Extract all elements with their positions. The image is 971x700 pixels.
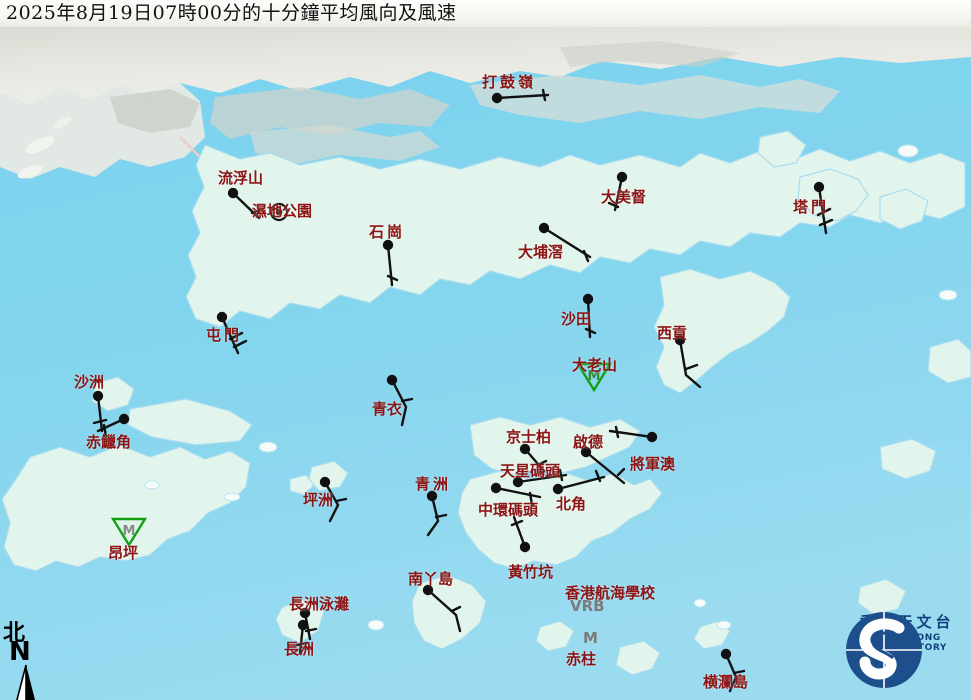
- maintenance-marker-ngong-ping: M: [110, 517, 148, 548]
- station-dot: [720, 648, 732, 660]
- station-dot: [519, 541, 531, 553]
- map-canvas: M M 打鼓嶺 流浮山 濕地公園 石崗 大美督 塔門 大埔滘 屯門 沙田 西貢 …: [0, 27, 971, 700]
- station-dot: [382, 239, 394, 251]
- wind-barb-wong-chuk-hang: [510, 515, 527, 549]
- wind-barbs: [92, 88, 834, 693]
- station-label-sha-chau: 沙洲: [74, 373, 105, 391]
- station-dot: [490, 482, 502, 494]
- wind-barb-kai-tak: [584, 450, 626, 485]
- small-islets: [144, 144, 958, 631]
- title-bar: 2025年8月19日07時00分的十分鐘平均風向及風速: [0, 0, 971, 27]
- station-label-north-point: 北角: [556, 495, 587, 513]
- station-dot: [552, 483, 564, 495]
- wind-barb-tseung-kwan-o: [608, 425, 654, 439]
- station-dot: [580, 446, 592, 458]
- station-label-peng-chau: 坪洲: [303, 491, 334, 509]
- station-dot: [538, 222, 550, 234]
- station-label-tai-po-kau: 大埔滘: [518, 243, 564, 261]
- wind-barb-central-pier: [494, 486, 542, 507]
- station-label-chek-lap-kok: 赤鱲角: [86, 433, 132, 451]
- station-label-central-pier: 中環碼頭: [478, 501, 539, 519]
- calm-symbol-wetland-park: [269, 202, 289, 222]
- mainland-china-landmass: [0, 27, 971, 188]
- compass-needle-icon: [16, 664, 36, 700]
- station-dot: [216, 311, 228, 323]
- wind-barb-waglan-island: [724, 652, 746, 693]
- station-dot: [491, 92, 503, 104]
- status-mark-variable-wind: VRB: [570, 597, 605, 615]
- station-dot: [92, 390, 104, 402]
- station-label-lau-fau-shan: 流浮山: [218, 169, 264, 187]
- station-label-kings-park: 京士柏: [506, 428, 552, 446]
- wind-barb-tap-mun: [816, 185, 834, 235]
- station-label-tseung-kwan-o: 將軍澳: [630, 455, 676, 473]
- station-label-tsing-yi: 青衣: [372, 400, 403, 418]
- station-dot: [813, 181, 825, 193]
- station-label-ngong-ping: 昂坪: [108, 544, 139, 562]
- hko-emblem-icon: [846, 612, 922, 688]
- svg-text:M: M: [588, 369, 601, 384]
- station-dot: [582, 293, 594, 305]
- station-label-waglan-island: 横瀾島: [703, 673, 749, 691]
- station-label-tai-mei-tuk: 大美督: [601, 188, 647, 206]
- wind-barb-peng-chau: [323, 480, 348, 523]
- wind-barb-tuen-mun: [220, 315, 248, 355]
- wind-barb-tai-po-kau: [542, 226, 592, 263]
- station-dot: [616, 171, 628, 183]
- station-label-hk-sea-school: 香港航海學校: [565, 584, 656, 602]
- wind-barb-sha-tin: [584, 297, 597, 339]
- station-dot: [512, 476, 524, 488]
- wind-barb-sai-kung: [678, 338, 702, 389]
- wind-barb-tai-mei-tuk: [607, 175, 624, 212]
- station-label-cheung-chau: 長洲: [284, 640, 315, 658]
- station-dots: [92, 92, 825, 660]
- compass-rose: 北 N: [2, 615, 60, 700]
- wind-barb-ta-kwu-ling: [495, 88, 550, 102]
- station-label-tates-cairn: 大老山: [572, 356, 618, 374]
- station-dot: [646, 431, 658, 443]
- compass-label-en: N: [9, 637, 31, 667]
- station-dot: [319, 476, 331, 488]
- station-dot: [227, 187, 239, 199]
- wind-barb-shek-kong: [386, 243, 399, 287]
- station-label-wetland-park: 濕地公園: [252, 202, 313, 220]
- station-label-kai-tak: 啟德: [573, 433, 604, 451]
- wind-barb-star-ferry: [516, 468, 568, 484]
- station-label-ta-kwu-ling: 打鼓嶺: [482, 73, 537, 91]
- page-title: 2025年8月19日07時00分的十分鐘平均風向及風速: [6, 2, 457, 24]
- station-label-tuen-mun: 屯門: [206, 326, 243, 344]
- wind-barb-lamma-island: [426, 588, 462, 633]
- station-label-tap-mun: 塔門: [793, 198, 830, 216]
- station-label-shek-kong: 石崗: [369, 223, 406, 241]
- station-dot: [422, 584, 434, 596]
- station-dot: [519, 443, 531, 455]
- station-label-cheung-chau-beach: 長洲泳灘: [289, 595, 350, 613]
- station-label-wong-chuk-hang: 黃竹坑: [508, 563, 554, 581]
- station-label-sai-kung: 西貢: [657, 324, 688, 342]
- station-label-sha-tin: 沙田: [561, 310, 592, 328]
- station-dot: [118, 413, 130, 425]
- station-label-lamma-island: 南丫島: [408, 570, 454, 588]
- wind-barb-lau-fau-shan: [231, 191, 264, 220]
- status-mark-maintenance: M: [583, 629, 598, 647]
- map-graphics: M M: [0, 27, 971, 700]
- station-dot: [426, 490, 438, 502]
- station-label-star-ferry: 天星碼頭: [500, 462, 561, 480]
- wind-barb-green-island: [426, 494, 448, 537]
- station-label-green-island: 青洲: [415, 475, 452, 493]
- hko-logo: 香港天文台 HONG KONG OBSERVATORY: [843, 610, 971, 700]
- wind-barb-sha-chau: [92, 394, 108, 433]
- maintenance-marker-tates-cairn: M: [575, 362, 613, 393]
- svg-text:M: M: [123, 524, 136, 539]
- station-dot: [674, 334, 686, 346]
- station-dot: [386, 374, 398, 386]
- station-dot: [299, 607, 311, 619]
- wind-barb-tsing-yi: [390, 378, 414, 427]
- station-dot: [297, 619, 309, 631]
- wind-barb-north-point: [556, 469, 606, 491]
- compass-label-cn: 北: [3, 620, 26, 646]
- station-label-stanley: 赤柱: [566, 650, 597, 668]
